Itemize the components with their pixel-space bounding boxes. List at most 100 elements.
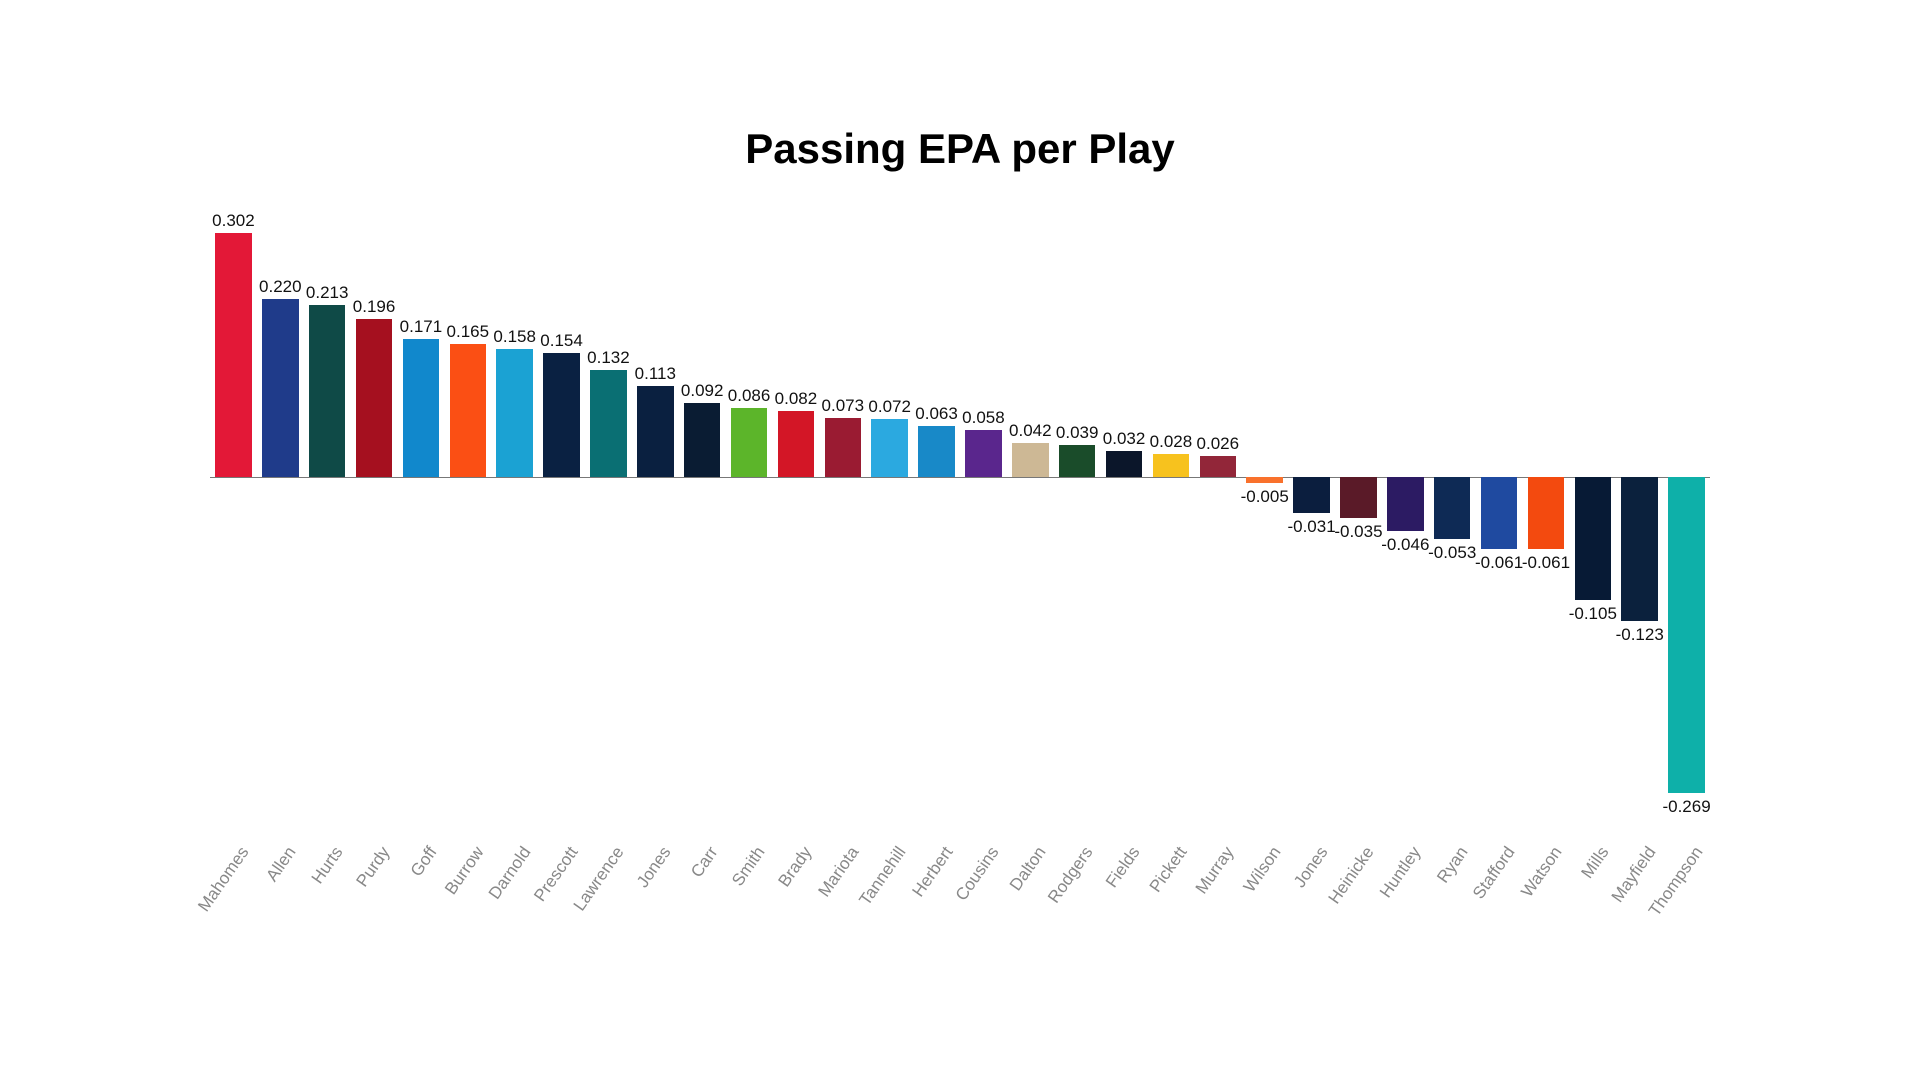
bar-fields: 0.032 bbox=[1106, 213, 1143, 813]
x-label: Pickett bbox=[1146, 843, 1192, 896]
bar-rect bbox=[1106, 451, 1143, 477]
bar-pickett: 0.028 bbox=[1153, 213, 1190, 813]
bar-rect bbox=[356, 319, 393, 477]
bar-rect bbox=[1153, 454, 1190, 477]
bar-rect bbox=[1012, 443, 1049, 477]
x-label: Smith bbox=[728, 843, 769, 890]
bar-darnold: 0.158 bbox=[496, 213, 533, 813]
bar-mahomes: 0.302 bbox=[215, 213, 252, 813]
bar-huntley: -0.046 bbox=[1387, 213, 1424, 813]
bar-rect bbox=[1575, 477, 1612, 600]
bar-rect bbox=[262, 299, 299, 477]
bar-rect bbox=[1246, 477, 1283, 483]
x-label: Huntley bbox=[1376, 843, 1425, 902]
bar-rect bbox=[543, 353, 580, 477]
x-label: Ryan bbox=[1433, 843, 1472, 887]
x-label: Herbert bbox=[908, 843, 957, 901]
epa-bar-chart: Passing EPA per Play 0.302Mahomes0.220Al… bbox=[210, 125, 1710, 955]
bar-rect bbox=[1434, 477, 1471, 539]
bar-burrow: 0.165 bbox=[450, 213, 487, 813]
bar-lawrence: 0.132 bbox=[590, 213, 627, 813]
bar-rect bbox=[684, 403, 721, 477]
x-label: Tannehill bbox=[855, 843, 910, 909]
chart-title: Passing EPA per Play bbox=[210, 125, 1710, 173]
x-label: Carr bbox=[687, 843, 722, 882]
bar-mariota: 0.073 bbox=[825, 213, 862, 813]
bar-rect bbox=[1528, 477, 1565, 549]
bar-tannehill: 0.072 bbox=[871, 213, 908, 813]
bar-jones: 0.113 bbox=[637, 213, 674, 813]
x-label: Cousins bbox=[952, 843, 1004, 905]
x-label: Jones bbox=[1290, 843, 1332, 892]
value-label: -0.061 bbox=[1509, 553, 1582, 573]
bar-carr: 0.092 bbox=[684, 213, 721, 813]
bar-cousins: 0.058 bbox=[965, 213, 1002, 813]
bar-mayfield: -0.123 bbox=[1621, 213, 1658, 813]
bar-stafford: -0.061 bbox=[1481, 213, 1518, 813]
bar-smith: 0.086 bbox=[731, 213, 768, 813]
bar-allen: 0.220 bbox=[262, 213, 299, 813]
x-label: Wilson bbox=[1239, 843, 1285, 896]
bar-rect bbox=[496, 349, 533, 477]
x-label: Murray bbox=[1191, 843, 1238, 898]
x-label: Mahomes bbox=[195, 843, 254, 916]
value-label: -0.105 bbox=[1556, 604, 1629, 624]
value-label: 0.026 bbox=[1181, 434, 1254, 454]
bar-ryan: -0.053 bbox=[1434, 213, 1471, 813]
value-label: -0.123 bbox=[1603, 625, 1676, 645]
bar-rect bbox=[1387, 477, 1424, 531]
x-label: Stafford bbox=[1469, 843, 1519, 903]
bar-rect bbox=[825, 418, 862, 477]
bar-mills: -0.105 bbox=[1575, 213, 1612, 813]
bar-rect bbox=[871, 419, 908, 477]
bar-purdy: 0.196 bbox=[356, 213, 393, 813]
x-label: Dalton bbox=[1006, 843, 1051, 895]
x-label: Burrow bbox=[441, 843, 488, 899]
bar-herbert: 0.063 bbox=[918, 213, 955, 813]
value-label: -0.005 bbox=[1228, 487, 1301, 507]
bar-rect bbox=[450, 344, 487, 477]
value-label: 0.196 bbox=[338, 297, 411, 317]
bar-rect bbox=[778, 411, 815, 477]
bar-rect bbox=[1200, 456, 1237, 477]
bar-rect bbox=[309, 305, 346, 477]
value-label: -0.269 bbox=[1650, 797, 1723, 817]
bar-heinicke: -0.035 bbox=[1340, 213, 1377, 813]
plot-area: 0.302Mahomes0.220Allen0.213Hurts0.196Pur… bbox=[210, 213, 1710, 813]
bar-thompson: -0.269 bbox=[1668, 213, 1705, 813]
bar-rect bbox=[1481, 477, 1518, 549]
bar-prescott: 0.154 bbox=[543, 213, 580, 813]
bar-dalton: 0.042 bbox=[1012, 213, 1049, 813]
bar-rect bbox=[1340, 477, 1377, 518]
bar-jones: -0.031 bbox=[1293, 213, 1330, 813]
x-label: Darnold bbox=[485, 843, 536, 903]
bar-rect bbox=[590, 370, 627, 477]
bar-watson: -0.061 bbox=[1528, 213, 1565, 813]
x-label: Mariota bbox=[814, 843, 863, 901]
x-label: Brady bbox=[774, 843, 816, 891]
bar-rect bbox=[1059, 445, 1096, 477]
bar-rect bbox=[918, 426, 955, 477]
bar-rect bbox=[731, 408, 768, 477]
x-label: Purdy bbox=[353, 843, 395, 891]
bar-wilson: -0.005 bbox=[1246, 213, 1283, 813]
bar-rect bbox=[1668, 477, 1705, 793]
value-label: 0.302 bbox=[197, 211, 270, 231]
x-label: Goff bbox=[407, 843, 442, 881]
bar-rect bbox=[1621, 477, 1658, 621]
x-label: Heinicke bbox=[1325, 843, 1379, 908]
x-label: Mills bbox=[1577, 843, 1613, 882]
x-label: Watson bbox=[1517, 843, 1566, 901]
bar-rect bbox=[403, 339, 440, 477]
x-label: Fields bbox=[1102, 843, 1144, 892]
x-label: Rodgers bbox=[1044, 843, 1097, 907]
bar-rect bbox=[1293, 477, 1330, 513]
bar-rodgers: 0.039 bbox=[1059, 213, 1096, 813]
bar-goff: 0.171 bbox=[403, 213, 440, 813]
x-label: Jones bbox=[633, 843, 675, 892]
bar-brady: 0.082 bbox=[778, 213, 815, 813]
x-label: Hurts bbox=[308, 843, 348, 888]
bar-murray: 0.026 bbox=[1200, 213, 1237, 813]
x-label: Allen bbox=[263, 843, 301, 885]
bar-rect bbox=[215, 233, 252, 477]
